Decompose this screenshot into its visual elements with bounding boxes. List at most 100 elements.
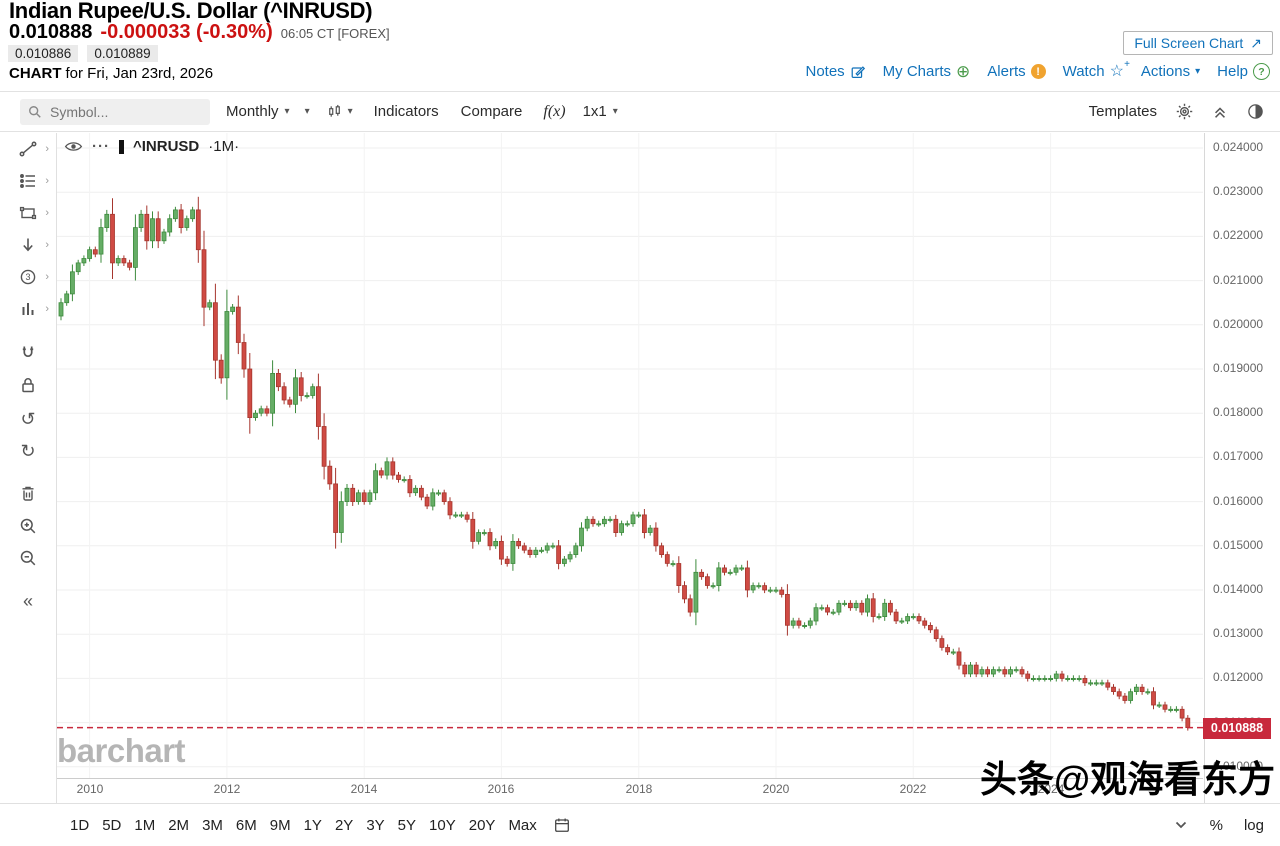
y-axis-tick: 0.021000 xyxy=(1213,273,1264,287)
y-axis-tick: 0.022000 xyxy=(1213,228,1264,242)
indicators-button[interactable]: Indicators xyxy=(374,103,439,120)
candle xyxy=(304,392,310,399)
visibility-eye-icon[interactable] xyxy=(64,140,83,153)
range-button-6m[interactable]: 6M xyxy=(235,816,257,834)
notes-link[interactable]: Notes xyxy=(805,63,865,80)
drawing-tools-sidebar: › › › › 3 › › xyxy=(0,133,57,803)
candle xyxy=(75,259,81,275)
alerts-link[interactable]: Alerts ! xyxy=(987,63,1046,80)
bid-price: 0.010886 xyxy=(8,45,79,62)
chevron-down-icon: ▾ xyxy=(304,106,310,117)
range-button-5d[interactable]: 5D xyxy=(102,816,122,834)
candle xyxy=(396,472,401,483)
collapse-toolbar-button[interactable] xyxy=(1212,104,1228,120)
candle xyxy=(384,457,390,480)
settings-button[interactable] xyxy=(1176,103,1193,120)
gear-icon xyxy=(1176,103,1193,120)
symbol-search-input[interactable] xyxy=(48,102,192,121)
x-axis-tick: 2018 xyxy=(625,782,653,796)
lock-annotations-button[interactable] xyxy=(0,369,56,401)
candle xyxy=(893,609,899,624)
range-button-3m[interactable]: 3M xyxy=(202,816,223,834)
frequency-options-dropdown[interactable]: ▾ xyxy=(305,106,310,117)
candle xyxy=(710,582,716,589)
trend-line-tool[interactable]: › xyxy=(0,133,56,165)
range-button-1y[interactable]: 1Y xyxy=(303,816,322,834)
delete-annotations-button[interactable] xyxy=(0,477,56,509)
my-charts-link[interactable]: My Charts ⊕ xyxy=(883,63,971,80)
annotation-lines-tool[interactable]: › xyxy=(0,165,56,197)
candle xyxy=(81,255,87,266)
candle xyxy=(1145,688,1151,695)
candle xyxy=(470,512,476,549)
arrow-tool[interactable]: › xyxy=(0,229,56,261)
candle xyxy=(230,304,236,315)
range-button-2m[interactable]: 2M xyxy=(168,816,190,834)
candle xyxy=(590,516,596,527)
candle xyxy=(973,662,979,678)
watch-link[interactable]: Watch ☆ + xyxy=(1063,59,1130,80)
time-axis[interactable]: 2010 2012 2014 2016 2018 2020 2022 2024 xyxy=(57,782,1203,802)
candle xyxy=(888,600,893,616)
range-button-20y[interactable]: 20Y xyxy=(468,816,496,834)
candle xyxy=(315,373,321,440)
grid-layout-dropdown[interactable]: 1x1 ▾ xyxy=(583,103,618,120)
candle xyxy=(962,662,968,678)
help-link[interactable]: Help ? xyxy=(1217,63,1270,80)
expand-panel-button[interactable] xyxy=(1173,817,1189,833)
fx-label: f(x) xyxy=(543,102,566,120)
range-button-2y[interactable]: 2Y xyxy=(334,816,354,834)
range-button-1m[interactable]: 1M xyxy=(134,816,156,834)
functions-button[interactable]: f(x) xyxy=(543,103,565,121)
zoom-in-button[interactable] xyxy=(0,510,56,542)
candle xyxy=(413,485,419,496)
range-button-max[interactable]: Max xyxy=(508,816,537,834)
candle xyxy=(1162,701,1168,713)
candle xyxy=(693,559,699,626)
candle xyxy=(705,573,710,589)
percent-scale-toggle[interactable]: % xyxy=(1209,816,1223,834)
candle xyxy=(619,520,624,536)
candle xyxy=(355,489,361,505)
alerts-label: Alerts xyxy=(987,63,1026,80)
range-button-1d[interactable]: 1D xyxy=(70,816,90,834)
collapse-sidebar-button[interactable]: « xyxy=(22,591,33,611)
candle xyxy=(115,255,121,266)
redo-button[interactable]: ↻ xyxy=(20,441,36,461)
chart-type-dropdown[interactable]: ▾ xyxy=(327,104,353,119)
candle xyxy=(212,283,218,380)
compare-button[interactable]: Compare xyxy=(461,103,523,120)
full-screen-chart-button[interactable]: Full Screen Chart ↗ xyxy=(1123,31,1273,55)
candle xyxy=(853,600,859,611)
actions-dropdown[interactable]: Actions ▾ xyxy=(1141,63,1200,80)
log-scale-toggle[interactable]: log xyxy=(1243,816,1264,834)
range-button-5y[interactable]: 5Y xyxy=(397,816,417,834)
price-axis[interactable]: 0.024000 0.023000 0.022000 0.021000 0.020000… xyxy=(1204,133,1280,803)
templates-button[interactable]: Templates xyxy=(1089,103,1157,120)
date-range-picker-button[interactable] xyxy=(553,816,571,834)
candlestick-chart[interactable] xyxy=(57,133,1203,784)
candle xyxy=(653,522,659,552)
candle xyxy=(407,475,413,498)
candle xyxy=(401,476,407,483)
range-button-9m[interactable]: 9M xyxy=(269,816,291,834)
current-price-tag: 0.010888 xyxy=(1203,718,1271,739)
shape-tool[interactable]: › xyxy=(0,197,56,229)
undo-button[interactable]: ↺ xyxy=(20,409,36,429)
candle xyxy=(447,497,453,520)
range-button-10y[interactable]: 10Y xyxy=(429,816,456,834)
frequency-dropdown[interactable]: Monthly ▾ xyxy=(226,103,290,120)
candle xyxy=(378,467,384,479)
symbol-search[interactable] xyxy=(20,98,210,125)
measure-tool[interactable]: › xyxy=(0,293,56,325)
series-menu-icon[interactable]: ··· xyxy=(92,138,110,155)
candle xyxy=(939,635,945,651)
wave-count-tool[interactable]: 3 › xyxy=(0,261,56,293)
candle xyxy=(882,598,888,621)
candle xyxy=(991,666,996,678)
zoom-out-button[interactable] xyxy=(0,542,56,574)
magnet-mode-button[interactable] xyxy=(0,337,56,369)
range-button-3y[interactable]: 3Y xyxy=(366,816,385,834)
candle xyxy=(1071,675,1076,682)
theme-toggle-button[interactable] xyxy=(1247,103,1264,120)
